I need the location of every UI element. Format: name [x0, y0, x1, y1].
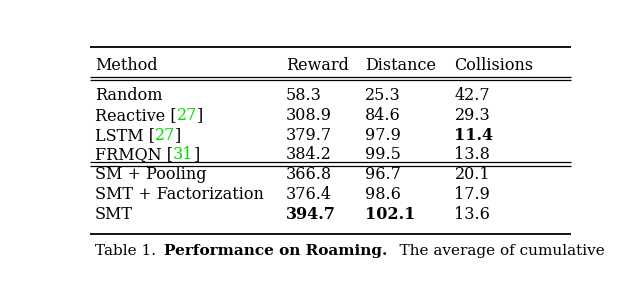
- Text: Performance on Roaming.: Performance on Roaming.: [163, 244, 387, 258]
- Text: 17.9: 17.9: [454, 186, 490, 203]
- Text: 384.2: 384.2: [286, 146, 332, 163]
- Text: 379.7: 379.7: [286, 127, 332, 144]
- Text: 394.7: 394.7: [286, 206, 336, 222]
- Text: SMT + Factorization: SMT + Factorization: [95, 186, 264, 203]
- Text: 27: 27: [177, 107, 197, 124]
- Text: 102.1: 102.1: [365, 206, 415, 222]
- Text: Distance: Distance: [365, 57, 436, 73]
- Text: 29.3: 29.3: [454, 107, 490, 124]
- Text: 31: 31: [173, 146, 193, 163]
- Text: Random: Random: [95, 87, 163, 104]
- Text: 97.9: 97.9: [365, 127, 401, 144]
- Text: 376.4: 376.4: [286, 186, 332, 203]
- Text: Reward: Reward: [286, 57, 349, 73]
- Text: Table 1.: Table 1.: [95, 244, 163, 258]
- Text: SM + Pooling: SM + Pooling: [95, 166, 206, 183]
- Text: 25.3: 25.3: [365, 87, 401, 104]
- Text: 42.7: 42.7: [454, 87, 490, 104]
- Text: Reactive [: Reactive [: [95, 107, 177, 124]
- Text: FRMQN [: FRMQN [: [95, 146, 173, 163]
- Text: 366.8: 366.8: [286, 166, 332, 183]
- Text: 84.6: 84.6: [365, 107, 401, 124]
- Text: 13.8: 13.8: [454, 146, 490, 163]
- Text: 99.5: 99.5: [365, 146, 401, 163]
- Text: 27: 27: [155, 127, 175, 144]
- Text: ]: ]: [175, 127, 182, 144]
- Text: ]: ]: [197, 107, 203, 124]
- Text: Collisions: Collisions: [454, 57, 534, 73]
- Text: 58.3: 58.3: [286, 87, 322, 104]
- Text: LSTM [: LSTM [: [95, 127, 155, 144]
- Text: ]: ]: [193, 146, 200, 163]
- Text: 308.9: 308.9: [286, 107, 332, 124]
- Text: 98.6: 98.6: [365, 186, 401, 203]
- Text: 20.1: 20.1: [454, 166, 490, 183]
- Text: Method: Method: [95, 57, 157, 73]
- Text: 13.6: 13.6: [454, 206, 490, 222]
- Text: 11.4: 11.4: [454, 127, 493, 144]
- Text: The average of cumulative: The average of cumulative: [387, 244, 605, 258]
- Text: SMT: SMT: [95, 206, 133, 222]
- Text: 96.7: 96.7: [365, 166, 401, 183]
